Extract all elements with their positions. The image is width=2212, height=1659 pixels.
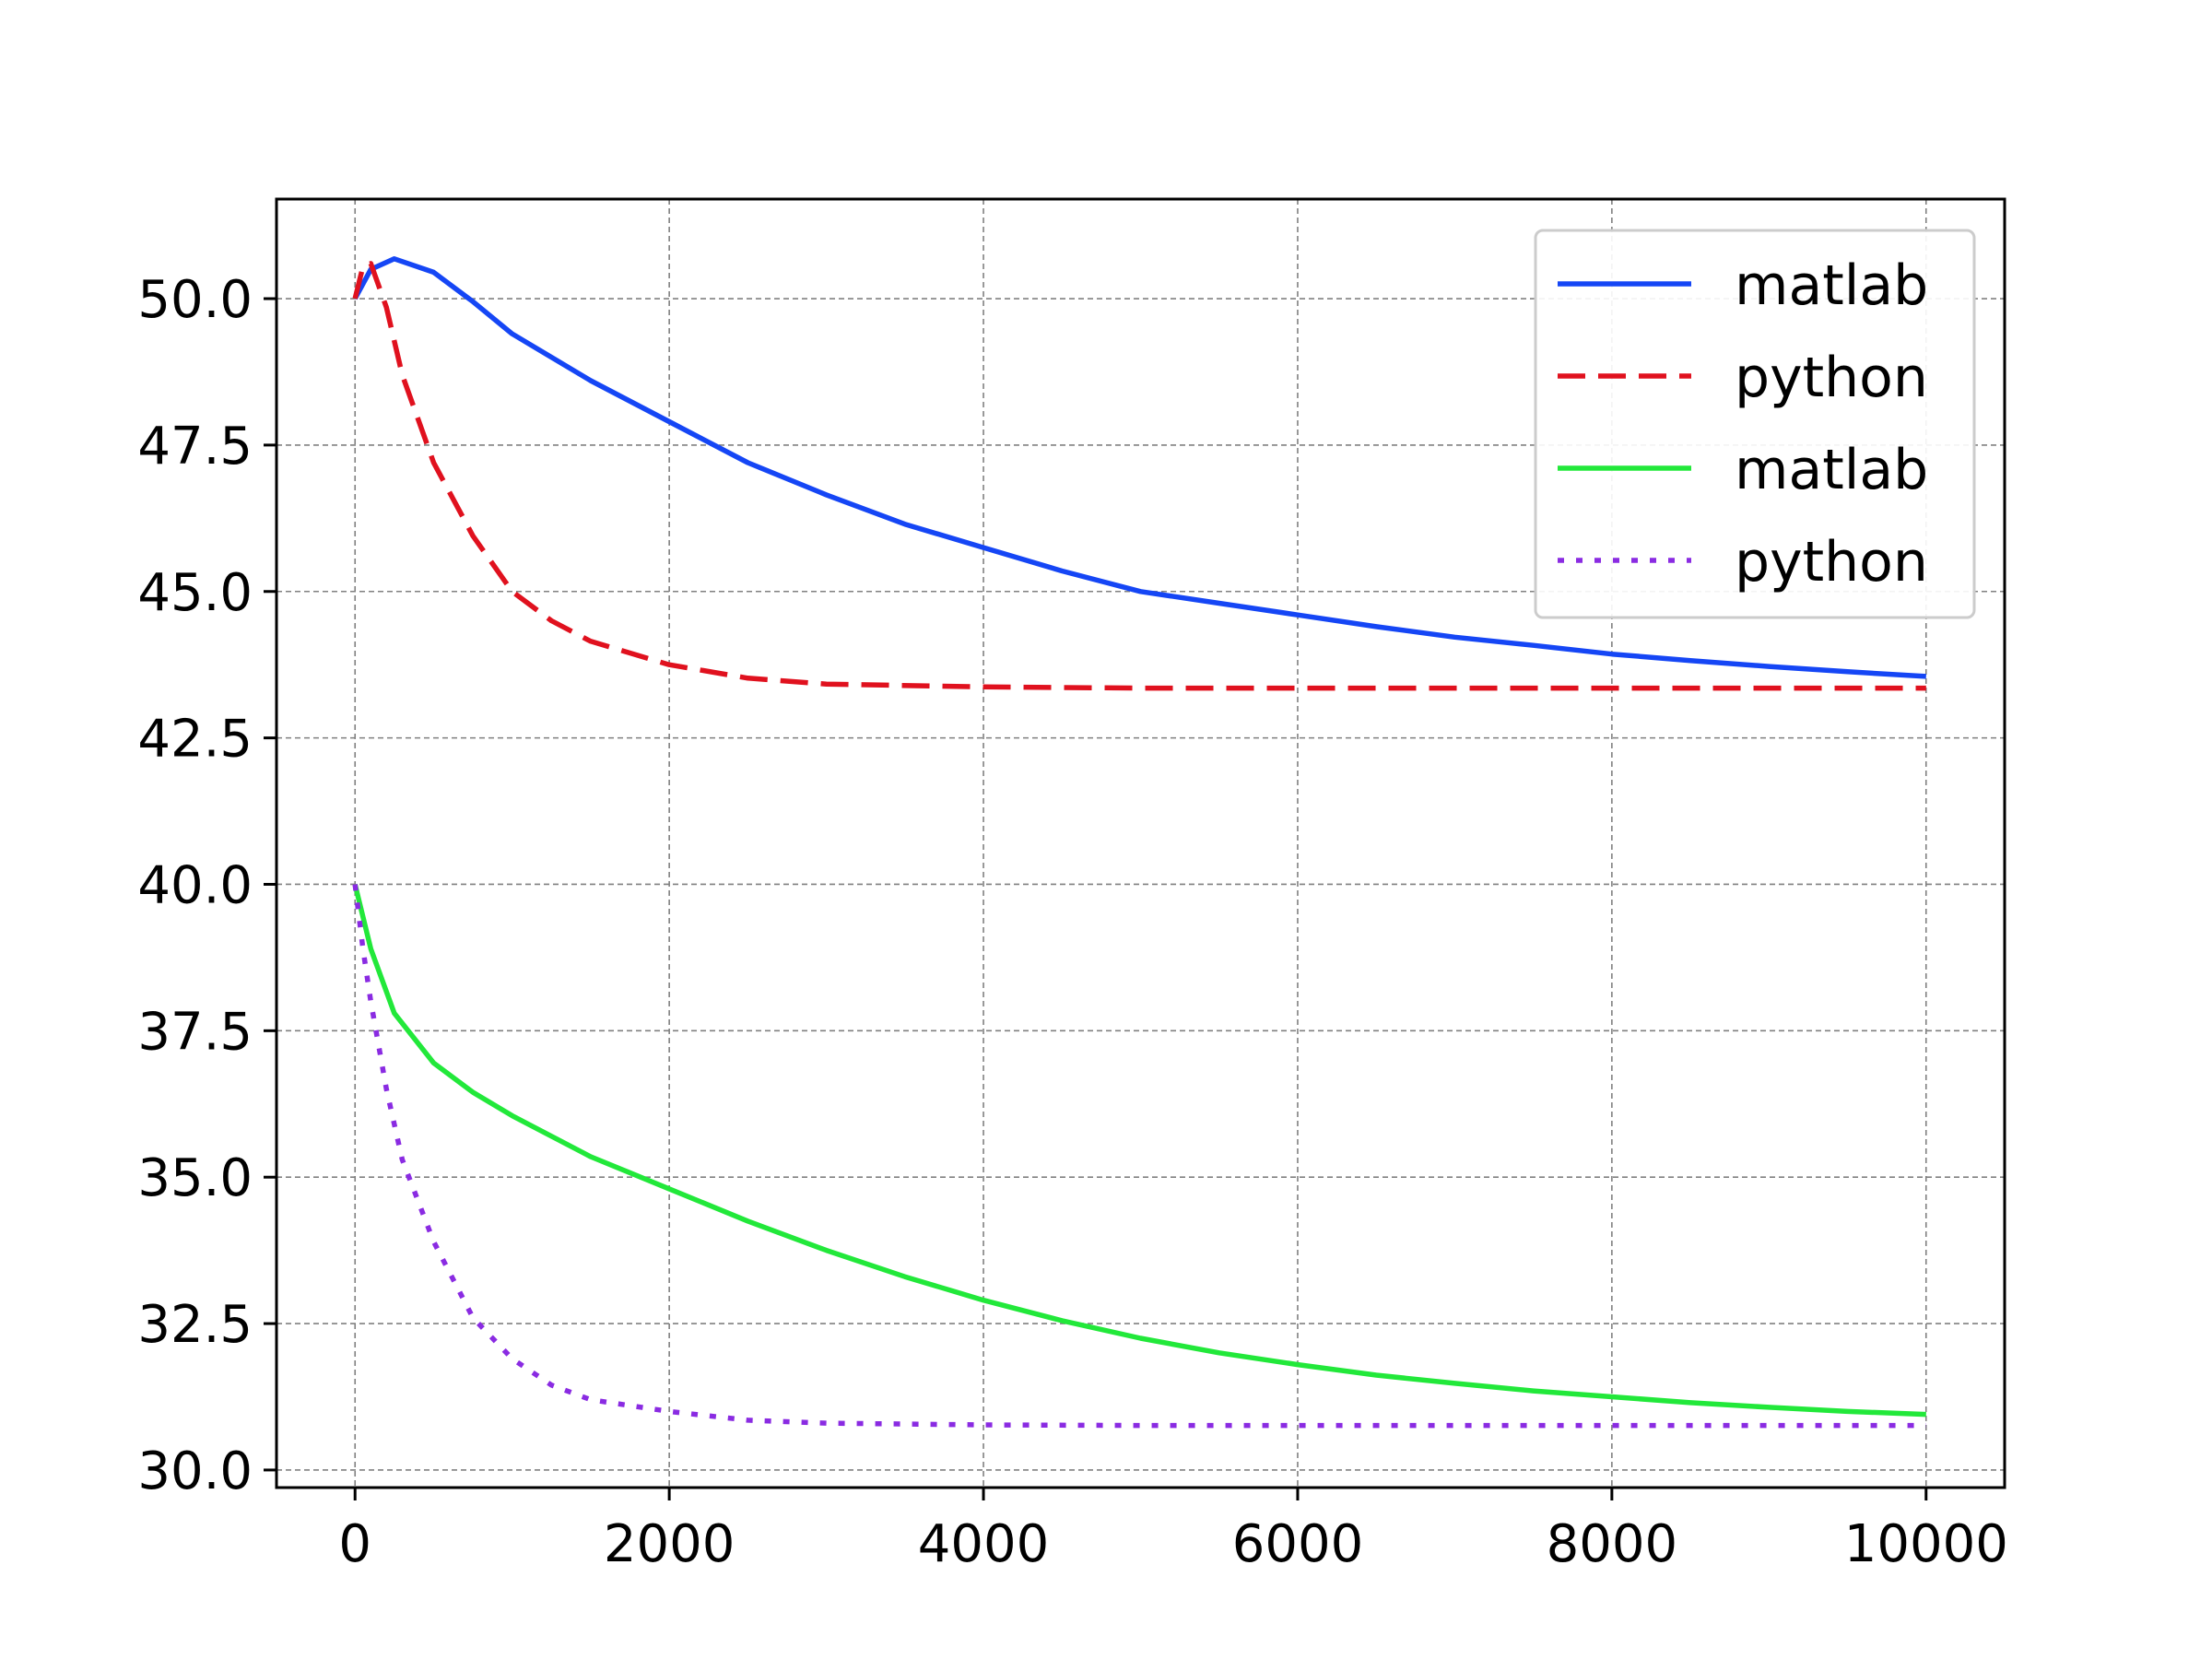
series-line-python-1 [352,261,1926,691]
legend-label-python-purple: python [1735,530,1928,594]
series-line-matlab-2 [352,883,1926,1418]
series-lines [352,256,1926,1429]
series-line-python-3 [352,884,1926,1429]
legend-label-python-red: python [1735,346,1928,410]
legend-entry-python-purple: python [1558,530,1928,594]
y-tick-label: 50.0 [137,270,253,330]
y-tick-label: 40.0 [137,855,253,915]
y-tick-label: 47.5 [137,417,253,477]
series-line-matlab-0 [352,256,1926,679]
y-tick-label: 45.0 [137,563,253,623]
legend-label-matlab-green: matlab [1735,438,1928,502]
x-tick-label: 10000 [1844,1514,2008,1574]
x-axis-ticks: 0 2000 4000 6000 8000 10000 [338,1488,2008,1574]
x-tick-label: 8000 [1547,1514,1678,1574]
y-tick-label: 32.5 [137,1295,253,1355]
x-tick-label: 2000 [604,1514,735,1574]
x-tick-label: 6000 [1232,1514,1364,1574]
plot-frame [275,197,2006,1489]
legend-entry-matlab-green: matlab [1558,438,1928,502]
legend: matlab python matlab python [1534,229,1976,619]
y-tick-label: 30.0 [137,1441,253,1501]
legend-label-matlab-blue: matlab [1735,253,1928,318]
y-axis-ticks: 30.0 32.5 35.0 37.5 40.0 42.5 45.0 47.5 50.0 [137,270,276,1501]
x-tick-label: 4000 [918,1514,1050,1574]
legend-entry-python-red: python [1558,346,1928,410]
y-tick-label: 35.0 [137,1148,253,1208]
x-tick-label: 0 [338,1514,371,1574]
y-tick-label: 37.5 [137,1002,253,1062]
y-tick-label: 42.5 [137,710,253,770]
legend-entry-matlab-blue: matlab [1558,253,1928,318]
legend-box [1534,229,1976,619]
